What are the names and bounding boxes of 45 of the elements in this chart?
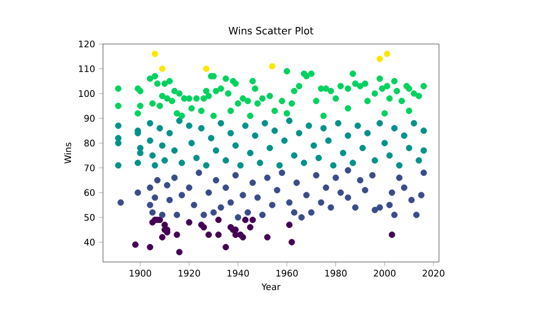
point [174,232,180,238]
x-tick-label: 1900 [130,270,152,277]
point [152,50,158,58]
x-tick-label: 1940 [228,270,249,277]
point [203,66,210,72]
x-tick-label: 2000 [374,270,396,277]
point [200,224,208,231]
point [240,234,246,240]
point [186,219,192,226]
point [264,234,271,240]
point [222,244,229,250]
point [176,248,183,256]
y-tick-label: 70 [84,164,95,172]
x-tick-label: 1920 [178,270,200,277]
y-axis-title: Wins [64,142,72,164]
chart-title: Wins Scatter Plot [228,26,314,34]
y-tick-label: 50 [84,214,95,221]
x-axis-title: Year [261,283,281,290]
point [269,63,276,70]
y-tick-label: 60 [84,189,95,196]
point [249,216,256,224]
point [132,241,139,248]
point [146,244,154,250]
y-tick-label: 100 [79,90,95,97]
point [205,232,212,238]
point [162,222,168,228]
point [388,232,396,238]
x-tick-label: 1960 [276,270,298,277]
point [288,238,295,246]
y-tick-label: 120 [79,40,95,48]
point [286,222,293,228]
y-tick-label: 40 [84,238,95,246]
point [384,50,390,58]
point [247,224,254,231]
point [215,216,222,224]
x-tick-label: 1980 [325,270,347,277]
point [242,216,249,224]
point [215,232,222,238]
point [376,56,383,62]
point [159,234,166,240]
x-tick-label: 2020 [422,270,444,277]
y-tick-label: 80 [84,140,95,146]
y-tick-label: 90 [84,114,95,122]
y-tick-label: 110 [79,65,95,72]
point [159,66,166,72]
